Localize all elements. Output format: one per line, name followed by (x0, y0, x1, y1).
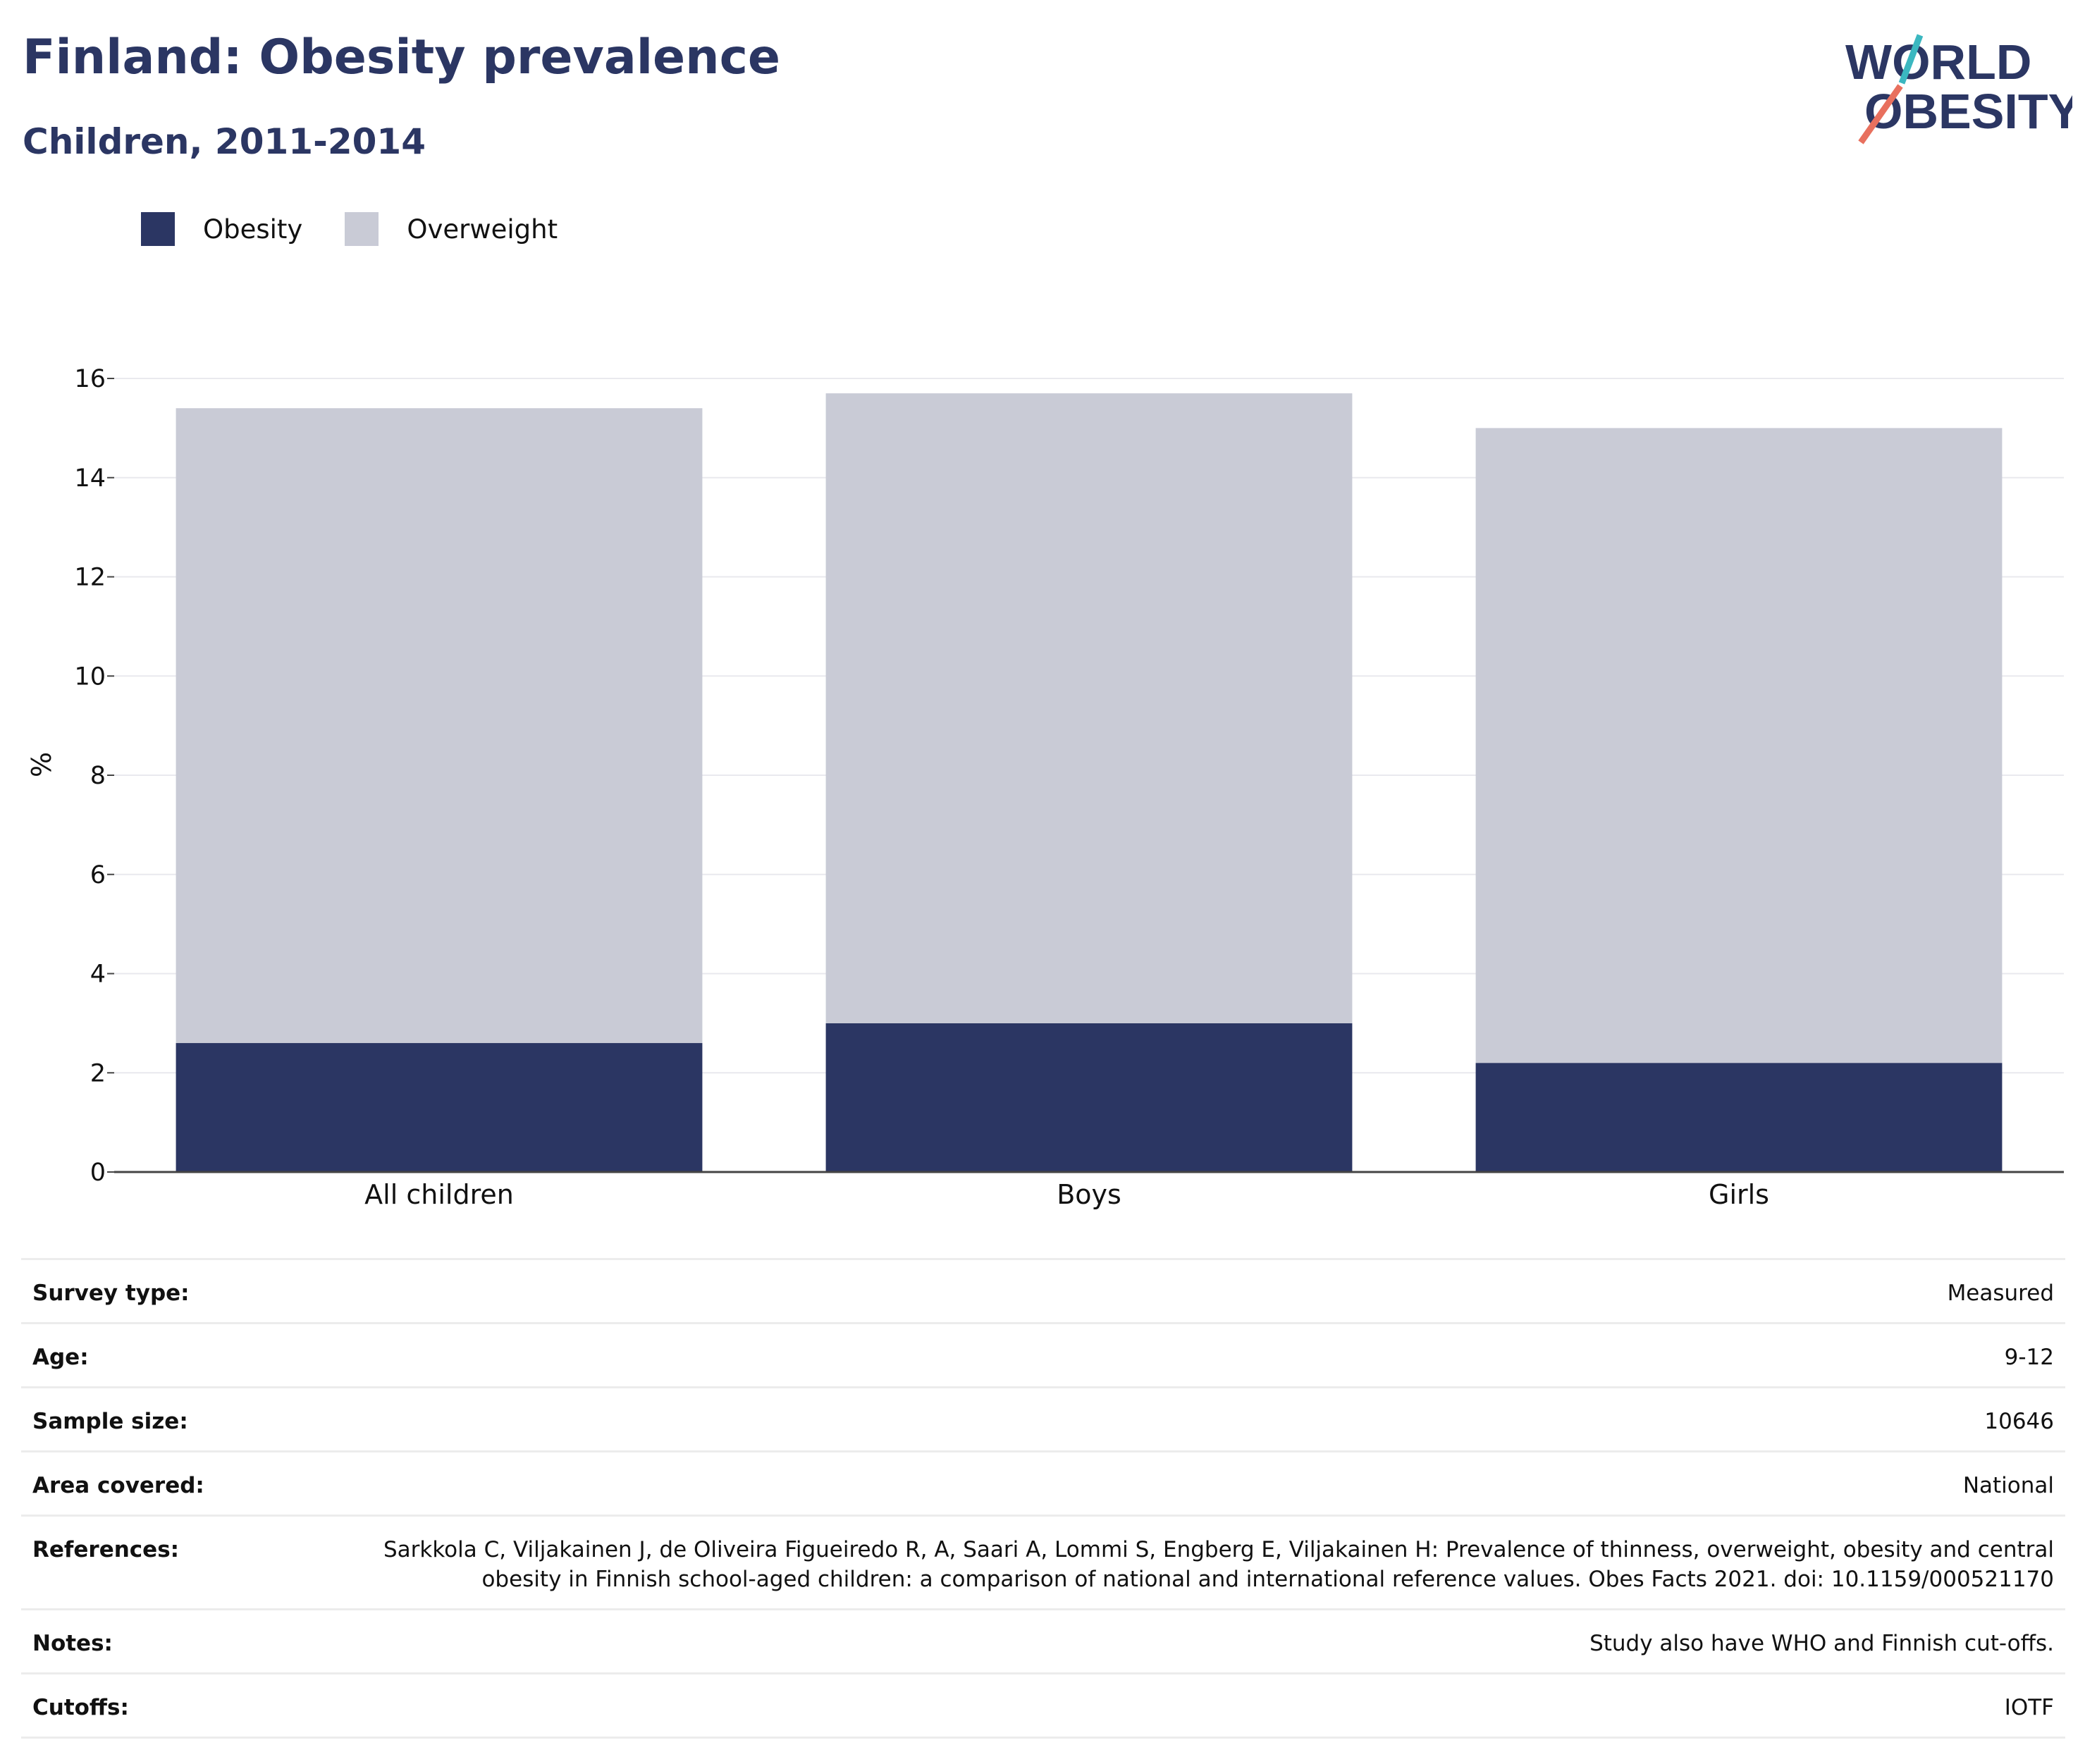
legend-swatch-overweight (345, 212, 379, 246)
logo-slash-coral (1858, 84, 1903, 144)
chart-legend: Obesity Overweight (141, 208, 600, 250)
survey-info-table: Survey type: Measured Age: 9-12 Sample size:… (21, 1258, 2065, 1739)
bar-chart: 0 2 4 6 8 10 12 14 16 All children Boys Girls % (26, 365, 2064, 1210)
legend-label-overweight: Overweight (407, 214, 558, 245)
info-value-age: 9-12 (2004, 1345, 2054, 1370)
page-title: Finland: Obesity prevalence (23, 30, 781, 85)
axes: 0 2 4 6 8 10 12 14 16 All children Boys Girls (74, 365, 2064, 1210)
info-row-sample-size: Sample size: 10646 (21, 1387, 2065, 1452)
info-row-survey-type: Survey type: Measured (21, 1259, 2065, 1324)
y-tick-label-4: 4 (90, 961, 106, 989)
info-value-cutoffs: IOTF (2004, 1695, 2054, 1720)
info-value-area-covered: National (1962, 1473, 2054, 1498)
info-row-references: References: Sarkkola C, Viljakainen J, de… (21, 1515, 2065, 1610)
x-tick-label-boys: Boys (1057, 1179, 1121, 1210)
world-obesity-logo: WORLD OBESITY (1845, 34, 2072, 144)
x-tick-label-all-children: All children (364, 1179, 514, 1210)
info-value-sample-size: 10646 (1984, 1409, 2054, 1434)
info-key-survey-type: Survey type: (32, 1281, 190, 1306)
y-tick-label-2: 2 (90, 1059, 106, 1087)
legend-item-obesity: Obesity (141, 212, 302, 246)
x-tick-label-girls: Girls (1709, 1179, 1769, 1210)
logo-slash-teal (1898, 34, 1924, 85)
page-subtitle: Children, 2011-2014 (23, 121, 426, 162)
info-value-notes: Study also have WHO and Finnish cut-offs… (1589, 1631, 2054, 1656)
bar-overweight-boys (825, 393, 1353, 1023)
info-key-notes: Notes: (32, 1631, 113, 1656)
info-value-references: Sarkkola C, Viljakainen J, de Oliveira F… (383, 1537, 2054, 1592)
info-row-area-covered: Area covered: National (21, 1451, 2065, 1516)
y-tick-label-16: 16 (74, 365, 106, 393)
legend-label-obesity: Obesity (203, 214, 303, 245)
info-key-sample-size: Sample size: (32, 1409, 188, 1434)
bar-overweight-girls (1475, 428, 2003, 1063)
bars (176, 393, 2003, 1172)
logo-word-world: WORLD (1845, 35, 2031, 90)
info-key-area-covered: Area covered: (32, 1473, 204, 1498)
info-key-cutoffs: Cutoffs: (32, 1695, 129, 1720)
bar-obesity-all-children (176, 1043, 703, 1172)
y-tick-label-0: 0 (90, 1159, 106, 1187)
survey-info-body: Survey type: Measured Age: 9-12 Sample size:… (21, 1259, 2065, 1738)
bar-overweight-all-children (176, 408, 703, 1044)
info-value-survey-type: Measured (1947, 1281, 2054, 1306)
y-tick-label-8: 8 (90, 762, 106, 790)
legend-item-overweight: Overweight (345, 212, 558, 246)
bar-obesity-girls (1475, 1063, 2003, 1172)
y-tick-label-6: 6 (90, 861, 106, 889)
y-tick-label-10: 10 (74, 662, 106, 691)
legend-swatch-obesity (141, 212, 175, 246)
info-row-cutoffs: Cutoffs: IOTF (21, 1673, 2065, 1738)
y-tick-label-14: 14 (74, 464, 106, 493)
info-row-notes: Notes: Study also have WHO and Finnish cu… (21, 1609, 2065, 1674)
bar-obesity-boys (825, 1023, 1353, 1172)
info-row-age: Age: 9-12 (21, 1323, 2065, 1388)
info-key-references: References: (32, 1537, 180, 1562)
info-key-age: Age: (32, 1345, 89, 1370)
y-axis-title: % (26, 752, 57, 777)
y-tick-label-12: 12 (74, 564, 106, 592)
